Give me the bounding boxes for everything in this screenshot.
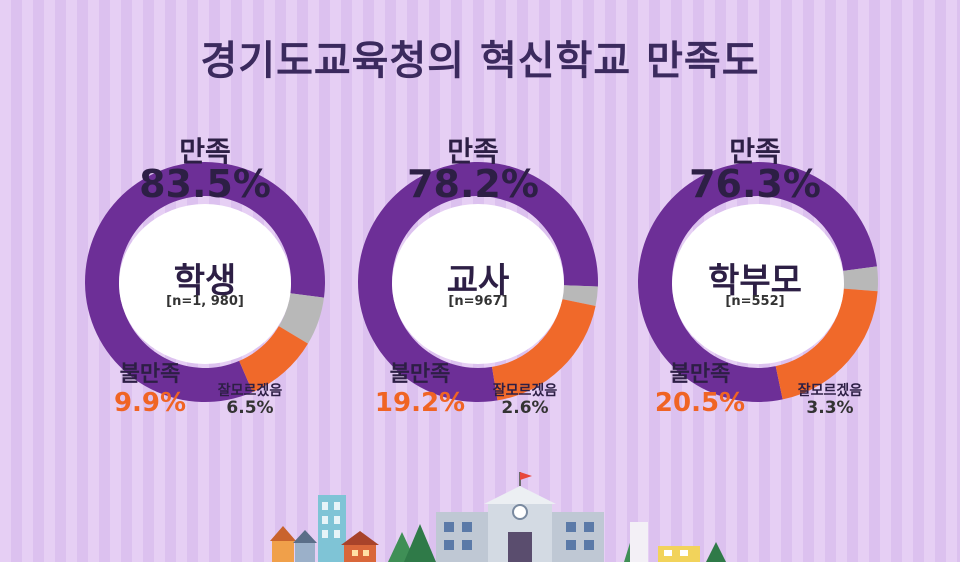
chart-3-unknown-slice — [843, 266, 879, 292]
chart-3-group-label: 학부모 — [708, 261, 802, 301]
chart-2-unknown-label: 잘모르겠음 — [492, 383, 558, 399]
tree-icon — [706, 542, 726, 562]
chart-1-unknown-value: 6.5% — [226, 398, 274, 418]
chart-2-center — [392, 204, 564, 364]
chart-2-unknown-slice — [562, 285, 598, 306]
building-icon — [630, 522, 700, 562]
chart-2-sample-size: [n=967] — [448, 294, 508, 309]
tree-icon — [388, 524, 436, 562]
chart-3-unknown-value: 3.3% — [806, 398, 854, 418]
page-title: 경기도교육청의 혁신학교 만족도 — [200, 38, 760, 84]
chart-1-dissatisfied-slice — [239, 326, 308, 393]
chart-3-dissatisfied-slice — [775, 288, 878, 400]
chart-1-center — [119, 204, 291, 364]
chart-1-unknown-label: 잘모르겠음 — [217, 383, 283, 399]
chart-3-sample-size: [n=552] — [725, 294, 785, 309]
house-icon — [341, 531, 379, 562]
school-building-icon — [436, 472, 604, 562]
chart-1-unknown-slice — [278, 293, 324, 344]
chart-1-satisfied-value: 83.5% — [139, 162, 271, 206]
chart-1-group-label: 학생 — [173, 261, 237, 301]
chart-3-satisfied-label: 만족 — [729, 135, 781, 168]
chart-2-dissatisfied-label: 불만족 — [389, 362, 451, 387]
chart-3-satisfied-value: 76.3% — [689, 162, 821, 206]
chart-2-group-label: 교사 — [446, 261, 510, 301]
chart-1-satisfied-label: 만족 — [179, 135, 231, 168]
chart-2-dissatisfied-value: 19.2% — [374, 388, 466, 418]
chart-2-unknown-value: 2.6% — [501, 398, 549, 418]
house-icon — [270, 526, 317, 562]
chart-1-dissatisfied-label: 불만족 — [119, 362, 181, 387]
tower-building-icon — [318, 495, 346, 562]
chart-1-sample-size: [n=1, 980] — [166, 294, 244, 309]
chart-2-satisfied-label: 만족 — [447, 135, 499, 168]
chart-3-unknown-label: 잘모르겠음 — [797, 383, 863, 399]
chart-3-dissatisfied-value: 20.5% — [654, 388, 746, 418]
chart-3-center — [672, 204, 844, 364]
chart-1-dissatisfied-value: 9.9% — [113, 388, 187, 418]
chart-2-satisfied-value: 78.2% — [407, 162, 539, 206]
chart-3-dissatisfied-label: 불만족 — [669, 362, 731, 387]
chart-2-dissatisfied-slice — [491, 299, 596, 401]
